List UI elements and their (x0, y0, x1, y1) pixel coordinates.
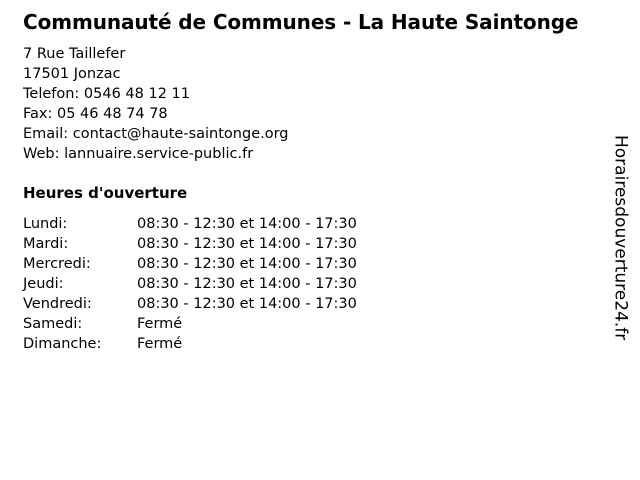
watermark: Horairesdouverture24.fr (608, 135, 632, 345)
hours-day-label: Mardi: (23, 236, 69, 252)
hours-day-value: 08:30 - 12:30 et 14:00 - 17:30 (137, 256, 357, 272)
address-city: 17501 Jonzac (23, 66, 121, 82)
address-fax: Fax: 05 46 48 74 78 (23, 106, 168, 122)
hours-day-value: 08:30 - 12:30 et 14:00 - 17:30 (137, 216, 357, 232)
hours-day-label: Vendredi: (23, 296, 92, 312)
opening-hours-heading: Heures d'ouverture (23, 184, 188, 202)
address-email: Email: contact@haute-saintonge.org (23, 126, 289, 142)
table-row: Mercredi: 08:30 - 12:30 et 14:00 - 17:30 (23, 254, 357, 274)
address-web: Web: lannuaire.service-public.fr (23, 146, 254, 162)
hours-day-label: Jeudi: (23, 276, 64, 292)
opening-hours-table: Lundi: 08:30 - 12:30 et 14:00 - 17:30 Ma… (23, 214, 357, 354)
table-row: Lundi: 08:30 - 12:30 et 14:00 - 17:30 (23, 214, 357, 234)
table-row: Jeudi: 08:30 - 12:30 et 14:00 - 17:30 (23, 274, 357, 294)
table-row: Vendredi: 08:30 - 12:30 et 14:00 - 17:30 (23, 294, 357, 314)
page-title: Communauté de Communes - La Haute Sainto… (23, 10, 579, 34)
table-row: Samedi: Fermé (23, 314, 357, 334)
address-street: 7 Rue Taillefer (23, 46, 126, 62)
hours-day-label: Lundi: (23, 216, 68, 232)
hours-day-label: Dimanche: (23, 336, 102, 352)
opening-hours-body: Lundi: 08:30 - 12:30 et 14:00 - 17:30 Ma… (23, 214, 357, 354)
table-row: Mardi: 08:30 - 12:30 et 14:00 - 17:30 (23, 234, 357, 254)
table-row: Dimanche: Fermé (23, 334, 357, 354)
address-block: 7 Rue Taillefer 17501 Jonzac Telefon: 05… (23, 44, 289, 164)
hours-day-value: 08:30 - 12:30 et 14:00 - 17:30 (137, 296, 357, 312)
hours-day-label: Mercredi: (23, 256, 91, 272)
hours-day-label: Samedi: (23, 316, 83, 332)
watermark-text: Horairesdouverture24.fr (610, 135, 631, 341)
hours-day-value: 08:30 - 12:30 et 14:00 - 17:30 (137, 236, 357, 252)
address-phone: Telefon: 0546 48 12 11 (23, 86, 191, 102)
hours-day-value: Fermé (137, 316, 183, 332)
hours-day-value: Fermé (137, 336, 183, 352)
hours-day-value: 08:30 - 12:30 et 14:00 - 17:30 (137, 276, 357, 292)
